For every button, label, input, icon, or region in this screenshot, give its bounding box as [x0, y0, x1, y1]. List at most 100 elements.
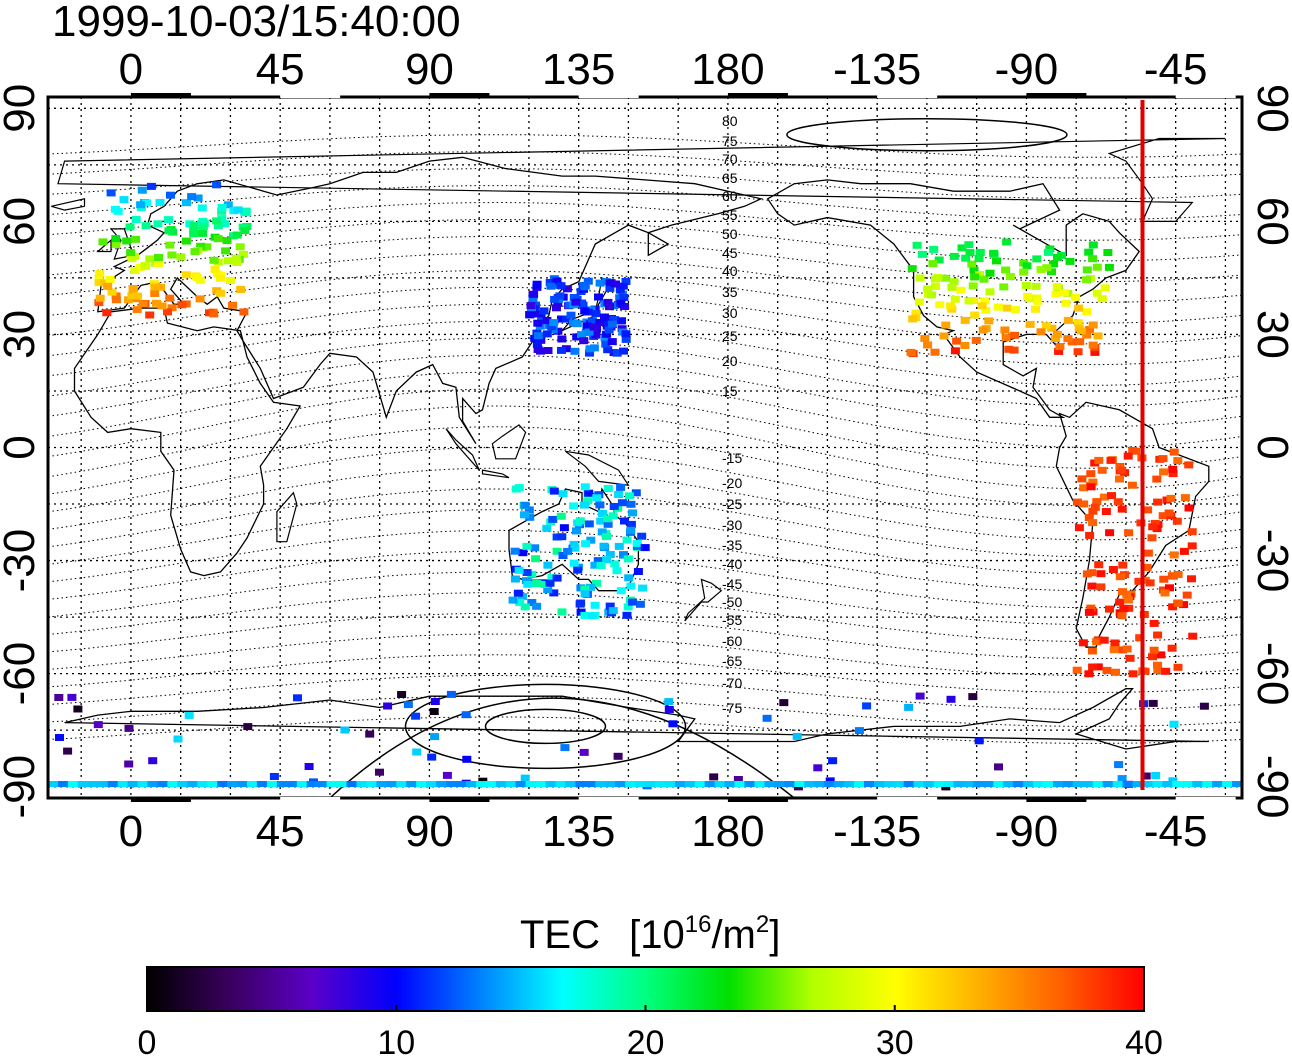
tec-point — [583, 277, 593, 285]
tec-point — [591, 331, 601, 339]
tec-point — [526, 302, 536, 310]
tec-point — [232, 259, 242, 266]
tec-point — [633, 568, 643, 575]
tec-point — [624, 492, 634, 500]
magnetic-contour — [48, 488, 1242, 558]
magnetic-latitude-label: 65 — [722, 170, 738, 186]
tec-point — [429, 708, 439, 715]
tec-point — [510, 575, 520, 583]
frame-tick-top — [578, 93, 639, 98]
tec-point — [525, 781, 537, 787]
tec-point — [1054, 347, 1064, 355]
tec-point — [580, 483, 590, 491]
magnetic-contour — [48, 592, 1242, 643]
tec-point — [1072, 781, 1084, 787]
tec-point — [668, 720, 678, 728]
tec-point — [122, 237, 132, 245]
tec-point — [834, 781, 845, 787]
tec-point — [975, 248, 985, 256]
tec-point — [365, 730, 375, 738]
tec-point — [1168, 777, 1178, 785]
tec-point — [824, 781, 836, 787]
top-longitude-label: 0 — [119, 45, 143, 94]
tec-point — [580, 585, 590, 593]
tec-point — [105, 276, 115, 283]
tec-point — [569, 540, 579, 548]
tec-point — [971, 336, 981, 344]
magnetic-contour — [48, 388, 1242, 469]
tec-point — [376, 781, 388, 787]
top-longitude-label: -45 — [1144, 45, 1208, 94]
tec-point — [603, 520, 613, 528]
tec-point — [903, 781, 915, 787]
tec-point — [549, 319, 559, 327]
magnetic-contour — [48, 235, 1242, 283]
tec-point — [225, 277, 235, 284]
tec-point — [580, 590, 590, 598]
left-latitude-label: 60 — [0, 197, 44, 246]
tec-point — [1042, 264, 1052, 272]
left-latitude-label: 90 — [0, 84, 44, 133]
tec-point — [1106, 456, 1116, 464]
tec-point — [150, 283, 160, 291]
tec-point — [406, 781, 418, 787]
north-pole-contour — [786, 117, 1068, 152]
tec-point — [102, 309, 112, 317]
tec-point — [340, 726, 350, 734]
tec-point — [552, 304, 561, 312]
tec-point — [545, 279, 555, 286]
bottom-longitude-label: -45 — [1144, 807, 1208, 856]
south-pole-contour-mid — [404, 683, 687, 770]
colorbar-gradient — [146, 966, 1145, 1012]
tec-point — [575, 781, 587, 787]
tec-point — [1047, 324, 1057, 332]
tec-point — [1087, 569, 1097, 577]
right-latitude-label: 90 — [1248, 84, 1292, 133]
tec-point — [1088, 519, 1098, 527]
magnetic-latitude-label: 30 — [722, 305, 738, 321]
tec-point — [591, 310, 601, 318]
tec-point — [256, 781, 268, 787]
tec-point — [572, 527, 581, 535]
magnetic-contour — [48, 405, 1242, 490]
tec-point — [1153, 631, 1163, 639]
tec-point — [605, 551, 615, 558]
tec-point — [1135, 634, 1145, 642]
tec-point — [397, 691, 407, 698]
tec-point — [957, 244, 967, 252]
tec-point — [131, 216, 141, 223]
tec-point — [552, 547, 562, 555]
tec-point — [511, 485, 521, 493]
tec-point — [63, 747, 73, 755]
tec-point — [1113, 498, 1123, 506]
tec-point — [1100, 284, 1110, 292]
tec-point — [1023, 781, 1035, 787]
tec-point — [950, 295, 960, 303]
tec-point — [1184, 461, 1194, 469]
tec-point — [960, 316, 970, 324]
magnetic-contour — [48, 252, 1242, 303]
tec-point — [1090, 503, 1100, 511]
tec-point — [603, 485, 613, 492]
tec-point — [1072, 666, 1082, 674]
tec-point — [514, 566, 524, 574]
tec-point — [580, 611, 590, 619]
tec-point — [416, 781, 428, 787]
tec-point — [934, 256, 944, 264]
right-latitude-label: 30 — [1248, 310, 1292, 359]
tec-point — [124, 760, 134, 768]
tec-point — [543, 561, 553, 569]
tec-point — [239, 250, 248, 258]
tec-point — [163, 308, 172, 316]
tec-point — [561, 315, 571, 323]
tec-point — [520, 501, 530, 509]
tec-point — [1088, 255, 1098, 263]
tec-point — [227, 781, 239, 787]
tec-point — [166, 191, 175, 199]
tec-point — [1099, 493, 1109, 501]
tec-point — [187, 193, 197, 201]
tec-point — [1169, 551, 1179, 559]
tec-point — [974, 737, 984, 745]
tec-point — [1107, 492, 1116, 500]
tec-point — [1033, 297, 1043, 305]
